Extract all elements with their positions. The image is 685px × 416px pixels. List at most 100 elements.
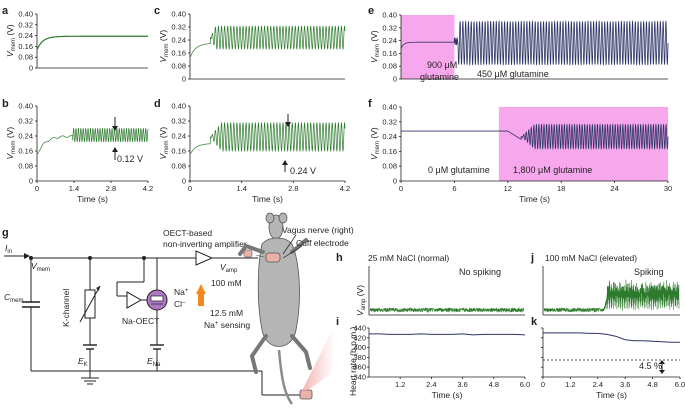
ecg-projection	[300, 326, 334, 395]
y-tick-label: 0.32	[382, 23, 397, 32]
panel-b-label: b	[2, 98, 9, 110]
panel-i-label: i	[336, 316, 339, 328]
panel-e: e 0.40 0.32 0.24 0.16 0.08 0 Vmem (V) 900 μM g…	[368, 5, 669, 84]
vagus-leader	[282, 234, 297, 255]
y-tick-label: 0.16	[18, 42, 33, 51]
panel-e-other-label: 450 μM glutamine	[477, 69, 549, 79]
x-tick-label: 4.2	[340, 184, 350, 193]
panel-e-axes: 0.40 0.32 0.24 0.16 0.08 0 Vmem (V)	[369, 11, 668, 84]
y-tick-label: 0.40	[18, 102, 33, 111]
low-conc-label: 12.5 mM	[210, 308, 243, 318]
y-tick-label: 0.24	[171, 36, 186, 45]
vagus-nerve	[255, 255, 265, 257]
y-tick-label: 0.16	[171, 147, 186, 156]
x-tick-label: 2.8	[288, 184, 298, 193]
x-axis-title: Time (s)	[77, 194, 108, 204]
panel-k-axes: 0 1.2 2.4 3.6 4.8 6.0 Time (s)	[541, 327, 685, 400]
panel-d-label: d	[154, 98, 161, 110]
x-tick-label: 0	[541, 380, 545, 389]
y-tick-label: 0	[393, 177, 397, 186]
panel-k-label: k	[531, 316, 538, 328]
x-tick-label: 1.4	[236, 184, 246, 193]
amplifier-trace	[369, 306, 525, 314]
panel-j-title: 100 mM NaCl (elevated)	[545, 253, 637, 263]
y-tick-label: 0	[29, 64, 33, 73]
y-tick-label: 0.40	[382, 11, 397, 20]
panel-a-axes: 0.400.32 0.24 0.16 0.08 0 Vmem (V)	[5, 10, 148, 73]
panel-b-amplitude: 0.12 V	[117, 154, 143, 164]
rat-right-hindlimb	[290, 334, 312, 370]
x-tick-label: 18	[557, 184, 565, 193]
y-tick-label: 0.32	[18, 20, 33, 29]
y-axis-title: Vmem (V)	[158, 127, 170, 160]
panel-e-trace	[400, 20, 669, 66]
left-paw-electrode	[243, 249, 253, 258]
x-axis-title: Time (s)	[519, 194, 550, 204]
panel-d-trace	[189, 121, 346, 155]
y-tick-label: 0.08	[171, 162, 186, 171]
panel-j-label: j	[530, 252, 534, 264]
x-tick-label: 4.2	[143, 184, 153, 193]
k-channel-arrowhead	[96, 286, 100, 291]
panel-f-axes: 0.40 0.32 0.24 0.16 0.08 00 6 12 18 24 30 Time (s) V…	[369, 103, 672, 205]
panel-h-ylabel: Vamp (V)	[355, 285, 367, 316]
e-na-label: ENa	[147, 356, 161, 368]
y-axis-title: Vmem (V)	[158, 30, 170, 63]
panel-k-annotation: 4.5 %	[639, 361, 662, 371]
panel-k-delta-bottom	[659, 370, 665, 374]
x-tick-label: 30	[664, 184, 672, 193]
rat-right-forelimb	[290, 238, 308, 254]
panel-f-label: f	[368, 98, 372, 110]
cl-ion-label: Cl–	[174, 299, 186, 309]
panel-g-label: g	[2, 227, 9, 239]
rat-ear-right	[278, 212, 288, 224]
y-tick-label: 0.24	[382, 132, 397, 141]
vagus-label: Vagus nerve (right)	[282, 225, 354, 235]
y-tick-label: 0.08	[18, 53, 33, 62]
x-axis-title: Time (s)	[432, 390, 463, 400]
x-tick-label: 24	[610, 184, 618, 193]
panel-d-axes: 0.40 0.32 0.24 0.16 0.08 00 1.4 2.8 4.2 Time (s) V…	[158, 102, 350, 205]
panel-f-shade-label: 1,800 μM glutamine	[513, 165, 592, 175]
panel-e-label: e	[368, 5, 374, 17]
rat-tail	[277, 349, 294, 405]
cuff-label: Cuff electrode	[296, 238, 349, 248]
panel-j: j 100 mM NaCl (elevated) Spiking	[530, 252, 680, 316]
c-mem-label: Cmem	[4, 292, 23, 304]
voltage-trace	[189, 25, 346, 59]
na-oect-channel	[150, 295, 164, 302]
panel-i-ylabel: Heart rate (b.p.m.)	[348, 326, 358, 396]
x-tick-label: 2.4	[426, 380, 436, 389]
panel-k: k 0 1.2 2.4 3.6 4.8 6.0 Time (s) 4.5 %	[531, 316, 685, 400]
panel-k-trace	[543, 332, 680, 343]
x-tick-label: 3.6	[457, 380, 467, 389]
panel-c: c 0.40 0.32 0.24 0.16 0.08 0 Vmem (V)	[154, 5, 346, 84]
y-tick-label: 360	[353, 363, 366, 372]
panel-k-delta-top	[659, 360, 665, 364]
high-conc-label: 100 mM	[211, 278, 242, 288]
y-tick-label: 0.24	[18, 31, 33, 40]
amplifier-symbol	[195, 250, 214, 266]
panel-b: b 0.40 0.32 0.24 0.16 0.08 00 1.4 2.8 4.2 Time (s…	[2, 98, 153, 204]
v-mem-label: Vmem	[31, 261, 50, 273]
y-tick-label: 0.40	[382, 103, 397, 112]
y-axis-title: Vmem (V)	[369, 30, 381, 63]
y-tick-label: 0.08	[382, 62, 397, 71]
panel-b-arrow-top-head	[112, 126, 118, 131]
y-tick-label: 0	[29, 177, 33, 186]
y-tick-label: 400	[353, 343, 366, 352]
conc-arrow-head	[196, 284, 206, 294]
conc-arrow-shaft	[198, 293, 204, 306]
panel-b-trace	[36, 127, 149, 155]
heart-rate-trace	[369, 333, 526, 336]
y-tick-label: 0.08	[382, 162, 397, 171]
panel-b-arrow-bottom-head	[112, 147, 118, 152]
y-tick-label: 0.40	[171, 10, 186, 19]
panel-h-note: No spiking	[459, 267, 501, 277]
y-tick-label: 0.32	[382, 117, 397, 126]
panel-h-title: 25 mM NaCl (normal)	[368, 253, 449, 263]
i-in-label: Iin	[5, 243, 12, 255]
panel-f-trace	[401, 123, 669, 150]
na-buffer	[126, 291, 143, 309]
